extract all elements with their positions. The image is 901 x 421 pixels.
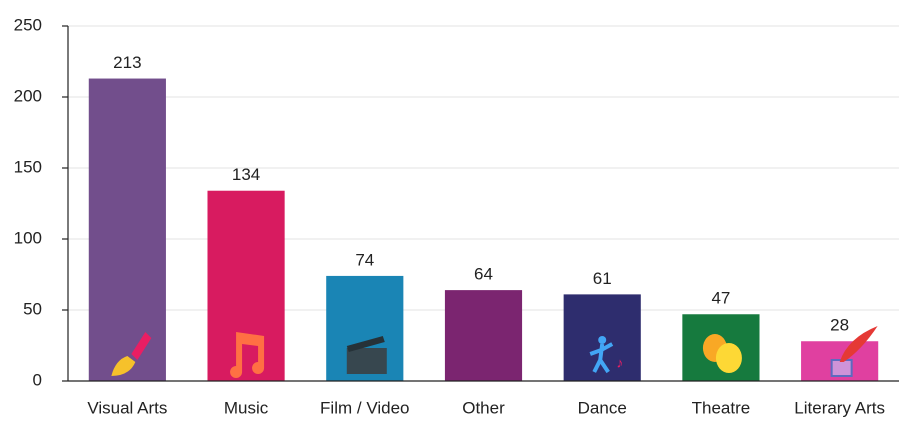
value-label: 64 — [474, 265, 493, 284]
y-tick-label: 50 — [23, 299, 42, 318]
value-label: 213 — [113, 53, 141, 72]
value-label: 74 — [355, 250, 374, 269]
clapper-body — [346, 348, 387, 374]
dancer-head — [598, 336, 607, 344]
brush-icon — [111, 356, 136, 376]
y-tick-label: 100 — [14, 228, 42, 247]
x-tick-label: Literary Arts — [794, 398, 885, 417]
mask-happy — [715, 343, 742, 373]
value-label: 28 — [830, 316, 849, 335]
x-tick-label: Dance — [578, 398, 627, 417]
category-icon — [702, 334, 742, 373]
value-label: 134 — [232, 165, 260, 184]
bar — [88, 78, 166, 381]
value-label: 47 — [711, 289, 730, 308]
category-icon — [230, 332, 265, 378]
x-tick-label: Other — [462, 398, 505, 417]
note: ♪ — [616, 355, 623, 371]
bar — [444, 290, 523, 381]
category-icon — [111, 332, 152, 376]
x-tick-label: Theatre — [692, 398, 751, 417]
category-icon — [346, 336, 387, 374]
quill — [839, 326, 878, 362]
dancer-body — [589, 342, 614, 374]
bar — [207, 190, 285, 381]
category-icon: ♪ — [589, 336, 623, 374]
x-tick-label: Film / Video — [320, 398, 409, 417]
y-tick-label: 200 — [14, 86, 42, 105]
brush-handle — [131, 332, 152, 360]
x-tick-label: Visual Arts — [87, 398, 167, 417]
value-label: 61 — [593, 269, 612, 288]
y-tick-label: 250 — [14, 15, 42, 34]
clapper-top — [346, 336, 385, 352]
ink-bottle — [830, 359, 853, 377]
category-icon — [830, 326, 878, 377]
y-tick-label: 150 — [14, 157, 42, 176]
music-icon — [230, 332, 265, 378]
x-tick-label: Music — [224, 398, 269, 417]
y-tick-label: 0 — [33, 370, 42, 389]
